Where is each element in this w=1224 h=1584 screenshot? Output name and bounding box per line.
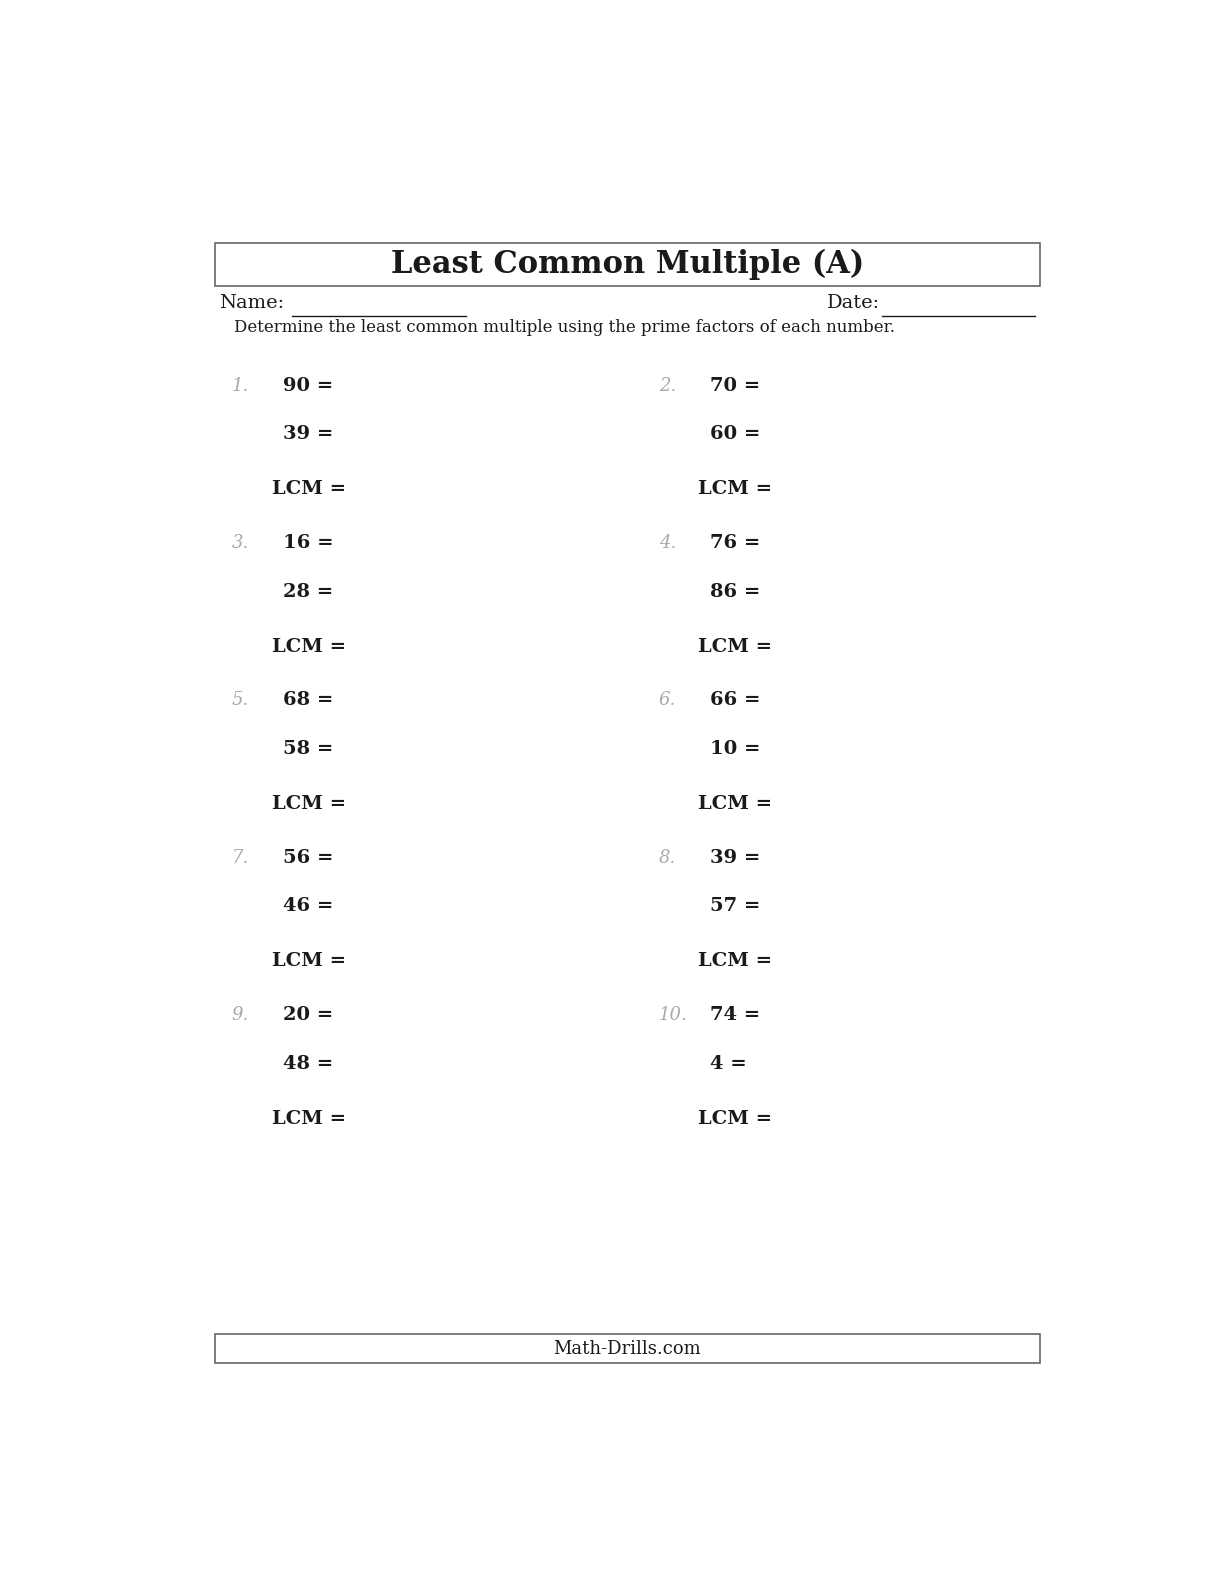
Text: 60 =: 60 = (710, 426, 760, 444)
Text: 76 =: 76 = (710, 534, 760, 553)
Text: 66 =: 66 = (710, 691, 760, 710)
Bar (214, 1334, 1040, 1364)
Text: 56 =: 56 = (283, 849, 333, 866)
Text: 9.: 9. (231, 1006, 248, 1023)
Text: 28 =: 28 = (283, 583, 333, 600)
Text: 7.: 7. (231, 849, 248, 866)
Text: LCM =: LCM = (699, 638, 772, 656)
Text: 4 =: 4 = (710, 1055, 747, 1072)
Text: LCM =: LCM = (272, 952, 345, 971)
Text: 90 =: 90 = (283, 377, 333, 394)
Text: 16 =: 16 = (283, 534, 334, 553)
Text: Math-Drills.com: Math-Drills.com (553, 1340, 701, 1357)
Text: 8.: 8. (659, 849, 676, 866)
Text: LCM =: LCM = (272, 795, 345, 813)
Text: 68 =: 68 = (283, 691, 333, 710)
Text: LCM =: LCM = (272, 638, 345, 656)
Text: LCM =: LCM = (699, 1110, 772, 1128)
Text: 46 =: 46 = (283, 898, 333, 916)
Text: 74 =: 74 = (710, 1006, 760, 1023)
Text: 5.: 5. (231, 691, 248, 710)
Text: LCM =: LCM = (699, 795, 772, 813)
Text: 48 =: 48 = (283, 1055, 333, 1072)
Text: 39 =: 39 = (283, 426, 333, 444)
Text: 3.: 3. (231, 534, 248, 553)
Text: LCM =: LCM = (272, 1110, 345, 1128)
Text: Date:: Date: (826, 295, 880, 312)
Text: 86 =: 86 = (710, 583, 760, 600)
Text: 2.: 2. (659, 377, 676, 394)
Text: 20 =: 20 = (283, 1006, 333, 1023)
Text: Determine the least common multiple using the prime factors of each number.: Determine the least common multiple usin… (234, 320, 895, 336)
Text: LCM =: LCM = (699, 480, 772, 499)
Text: LCM =: LCM = (272, 480, 345, 499)
Text: 70 =: 70 = (710, 377, 760, 394)
Text: 57 =: 57 = (710, 898, 760, 916)
Text: 10 =: 10 = (710, 740, 760, 759)
Text: Name:: Name: (219, 295, 284, 312)
Text: Least Common Multiple (A): Least Common Multiple (A) (390, 249, 864, 280)
Bar (214, 242, 1040, 287)
Text: LCM =: LCM = (699, 952, 772, 971)
Text: 10.: 10. (659, 1006, 688, 1023)
Text: 58 =: 58 = (283, 740, 333, 759)
Text: 6.: 6. (659, 691, 676, 710)
Text: 39 =: 39 = (710, 849, 760, 866)
Text: 4.: 4. (659, 534, 676, 553)
Text: 1.: 1. (231, 377, 248, 394)
